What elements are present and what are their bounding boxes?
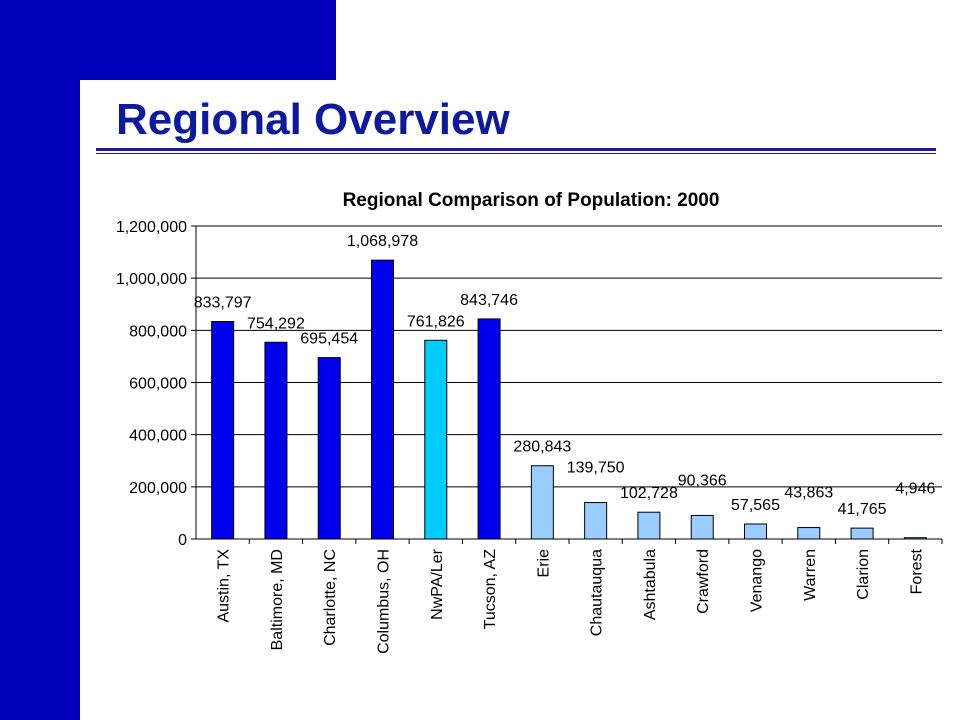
value-label: 754,292 <box>247 315 305 332</box>
x-tick-label: Forest <box>908 548 925 594</box>
bar <box>530 465 554 540</box>
y-tick-label: 1,200,000 <box>116 219 187 236</box>
value-label: 695,454 <box>300 331 358 348</box>
title-rule-thin <box>96 153 936 154</box>
x-tick-label: Venango <box>749 549 766 612</box>
value-label: 761,826 <box>407 313 465 330</box>
x-tick-label: Baltimore, MD <box>269 549 286 650</box>
top-band <box>0 0 336 80</box>
x-tick-label: Tucson, AZ <box>482 549 499 630</box>
bar <box>637 511 661 540</box>
bar <box>797 527 821 540</box>
bar <box>264 341 288 540</box>
bar <box>424 339 448 540</box>
y-tick-label: 0 <box>178 532 187 549</box>
y-tick-label: 600,000 <box>129 376 187 393</box>
population-bar-chart: Regional Comparison of Population: 2000 … <box>116 190 943 654</box>
bar <box>584 502 608 540</box>
value-label: 833,797 <box>194 295 252 312</box>
value-label: 139,750 <box>567 460 625 477</box>
x-tick-label: Crawford <box>695 549 712 614</box>
y-axis-ticks: 0 200,000 400,000 600,000 800,000 1,000,000 1,… <box>116 219 196 549</box>
value-label: 280,843 <box>513 439 571 456</box>
value-label: 4,946 <box>895 481 935 498</box>
x-axis-ticks: Austin, TX Baltimore, MD Charlotte, NC Colu… <box>216 539 943 654</box>
y-tick-label: 1,000,000 <box>116 271 187 288</box>
x-tick-label: Clarion <box>855 549 872 600</box>
value-label: 1,068,978 <box>347 233 418 250</box>
x-tick-label: Austin, TX <box>216 549 233 623</box>
x-tick-label: Charlotte, NC <box>322 549 339 646</box>
bar <box>317 357 341 540</box>
value-label: 843,746 <box>460 292 518 309</box>
x-tick-label: Warren <box>802 549 819 601</box>
value-label: 41,765 <box>838 501 887 518</box>
title-rule <box>96 148 936 151</box>
value-label: 57,565 <box>731 497 780 514</box>
value-label: 102,728 <box>620 485 678 502</box>
bar <box>211 321 235 540</box>
y-tick-label: 800,000 <box>129 323 187 340</box>
bar <box>744 523 767 540</box>
x-tick-label: Columbus, OH <box>376 549 393 654</box>
value-label: 43,863 <box>784 485 833 502</box>
x-tick-label: Chautauqua <box>589 549 606 636</box>
page-title: Regional Overview <box>116 95 510 144</box>
bar <box>371 259 394 540</box>
bar <box>850 527 874 540</box>
bars <box>211 259 927 540</box>
y-tick-label: 400,000 <box>129 428 187 445</box>
chart-title: Regional Comparison of Population: 2000 <box>343 190 720 211</box>
y-tick-label: 200,000 <box>129 480 187 497</box>
left-band <box>0 0 80 720</box>
x-tick-label: Erie <box>535 549 552 578</box>
value-label: 90,366 <box>678 472 727 489</box>
x-tick-label: Ashtabula <box>642 549 659 620</box>
bar <box>477 318 501 540</box>
x-tick-label: NwPA/Ler <box>429 548 446 620</box>
bar <box>690 514 714 540</box>
